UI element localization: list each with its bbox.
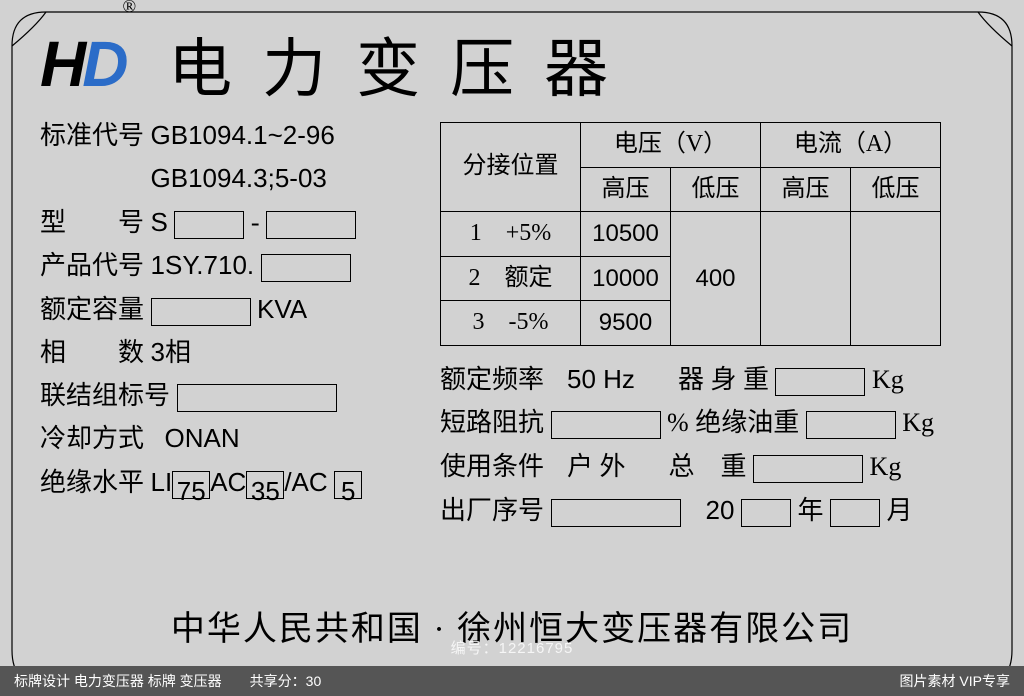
kg-2: Kg xyxy=(902,408,934,437)
logo-h: H xyxy=(40,28,82,100)
tap-table: 分接位置 电压（V） 电流（A） 高压 低压 高压 低压 1 +5% 10500… xyxy=(440,122,941,346)
th-tap: 分接位置 xyxy=(441,123,581,212)
phase-val: 3相 xyxy=(151,337,191,367)
insul-sep: /AC xyxy=(284,467,327,497)
cell-hi xyxy=(761,212,851,346)
strip-score: 共享分：30 xyxy=(250,671,322,691)
model-box-2 xyxy=(266,211,356,239)
std-label: 标准代号 xyxy=(40,117,144,155)
cell-hv: 10000 xyxy=(581,256,671,301)
product-box xyxy=(261,254,351,282)
freq-val: 50 Hz xyxy=(567,364,635,394)
cell-pos: 1 +5% xyxy=(441,212,581,257)
date-20: 20 xyxy=(706,495,735,525)
content-grid: 标准代号 GB1094.1~2-96 标准代号 GB1094.3;5-03 型 … xyxy=(40,116,992,532)
product-label: 产品代号 xyxy=(40,247,144,285)
kg-1: Kg xyxy=(872,365,904,394)
insul-box-1: 75 xyxy=(172,471,210,499)
month-box xyxy=(830,499,880,527)
insul-label: 绝缘水平 xyxy=(40,464,144,502)
logo: HD ® xyxy=(40,32,138,96)
cell-hv: 10500 xyxy=(581,212,671,257)
left-specs: 标准代号 GB1094.1~2-96 标准代号 GB1094.3;5-03 型 … xyxy=(40,116,430,532)
cell-li xyxy=(851,212,941,346)
strip-tags: 标牌设计 电力变压器 标牌 变压器 xyxy=(14,671,222,691)
std-val-2: GB1094.3;5-03 xyxy=(151,163,327,193)
cond-val: 户 外 xyxy=(567,452,626,481)
th-lv: 低压 xyxy=(671,167,761,212)
capacity-unit: KVA xyxy=(257,294,307,324)
th-hi: 高压 xyxy=(761,167,851,212)
th-hv: 高压 xyxy=(581,167,671,212)
serial-box xyxy=(551,499,681,527)
conn-label: 联结组标号 xyxy=(40,377,170,415)
cell-hv: 9500 xyxy=(581,301,671,346)
insul-box-3: 5 xyxy=(334,471,362,499)
total-label: 总 重 xyxy=(669,452,747,481)
capacity-box xyxy=(151,298,251,326)
th-li: 低压 xyxy=(851,167,941,212)
std-val-1: GB1094.1~2-96 xyxy=(151,120,335,150)
oil-label: 绝缘油重 xyxy=(695,408,799,437)
th-current: 电流（A） xyxy=(761,123,941,168)
table-row: 1 +5% 10500 400 xyxy=(441,212,941,257)
conn-box xyxy=(177,384,337,412)
month-label: 月 xyxy=(886,496,912,525)
registered-mark: ® xyxy=(122,0,136,17)
bodywt-box xyxy=(775,368,865,396)
short-box xyxy=(551,411,661,439)
cell-lv: 400 xyxy=(671,212,761,346)
bodywt-label: 器 身 重 xyxy=(678,365,769,394)
capacity-label: 额定容量 xyxy=(40,291,144,329)
short-label: 短路阻抗 xyxy=(440,408,544,437)
watermark-text: 编号：12216795 xyxy=(451,637,574,658)
plate-title: 电力变压器 xyxy=(168,18,638,110)
freq-label: 额定频率 xyxy=(440,365,544,394)
cell-pos: 2 额定 xyxy=(441,256,581,301)
th-voltage: 电压（V） xyxy=(581,123,761,168)
model-box-1 xyxy=(174,211,244,239)
product-val: 1SY.710. xyxy=(151,250,255,280)
insul-pre: LI xyxy=(151,467,173,497)
cond-label: 使用条件 xyxy=(440,452,544,481)
nameplate: HD ® 电力变压器 标准代号 GB1094.1~2-96 标准代号 GB109… xyxy=(0,0,1024,696)
model-prefix: S xyxy=(151,207,168,237)
model-label: 型 号 xyxy=(40,204,144,242)
total-box xyxy=(753,455,863,483)
strip-right: 图片素材 VIP专享 xyxy=(900,671,1010,691)
pct: % xyxy=(667,408,689,437)
cell-pos: 3 -5% xyxy=(441,301,581,346)
model-dash: - xyxy=(251,208,260,237)
kg-3: Kg xyxy=(870,452,902,481)
header: HD ® 电力变压器 xyxy=(40,18,992,110)
year-box xyxy=(741,499,791,527)
phase-label: 相 数 xyxy=(40,334,144,372)
insul-box-2: 35 xyxy=(246,471,284,499)
serial-label: 出厂序号 xyxy=(440,496,544,525)
cool-label: 冷却方式 xyxy=(40,420,144,458)
right-lower-specs: 额定频率 50 Hz 器 身 重 Kg 短路阻抗 % 绝缘油重 Kg xyxy=(440,358,992,533)
logo-d: D xyxy=(82,28,124,100)
year-label: 年 xyxy=(797,496,823,525)
cool-val: ONAN xyxy=(165,423,240,453)
insul-mid: AC xyxy=(210,467,246,497)
description-strip: 标牌设计 电力变压器 标牌 变压器 共享分：30 图片素材 VIP专享 xyxy=(0,666,1024,696)
right-column: 分接位置 电压（V） 电流（A） 高压 低压 高压 低压 1 +5% 10500… xyxy=(440,116,992,532)
oil-box xyxy=(806,411,896,439)
